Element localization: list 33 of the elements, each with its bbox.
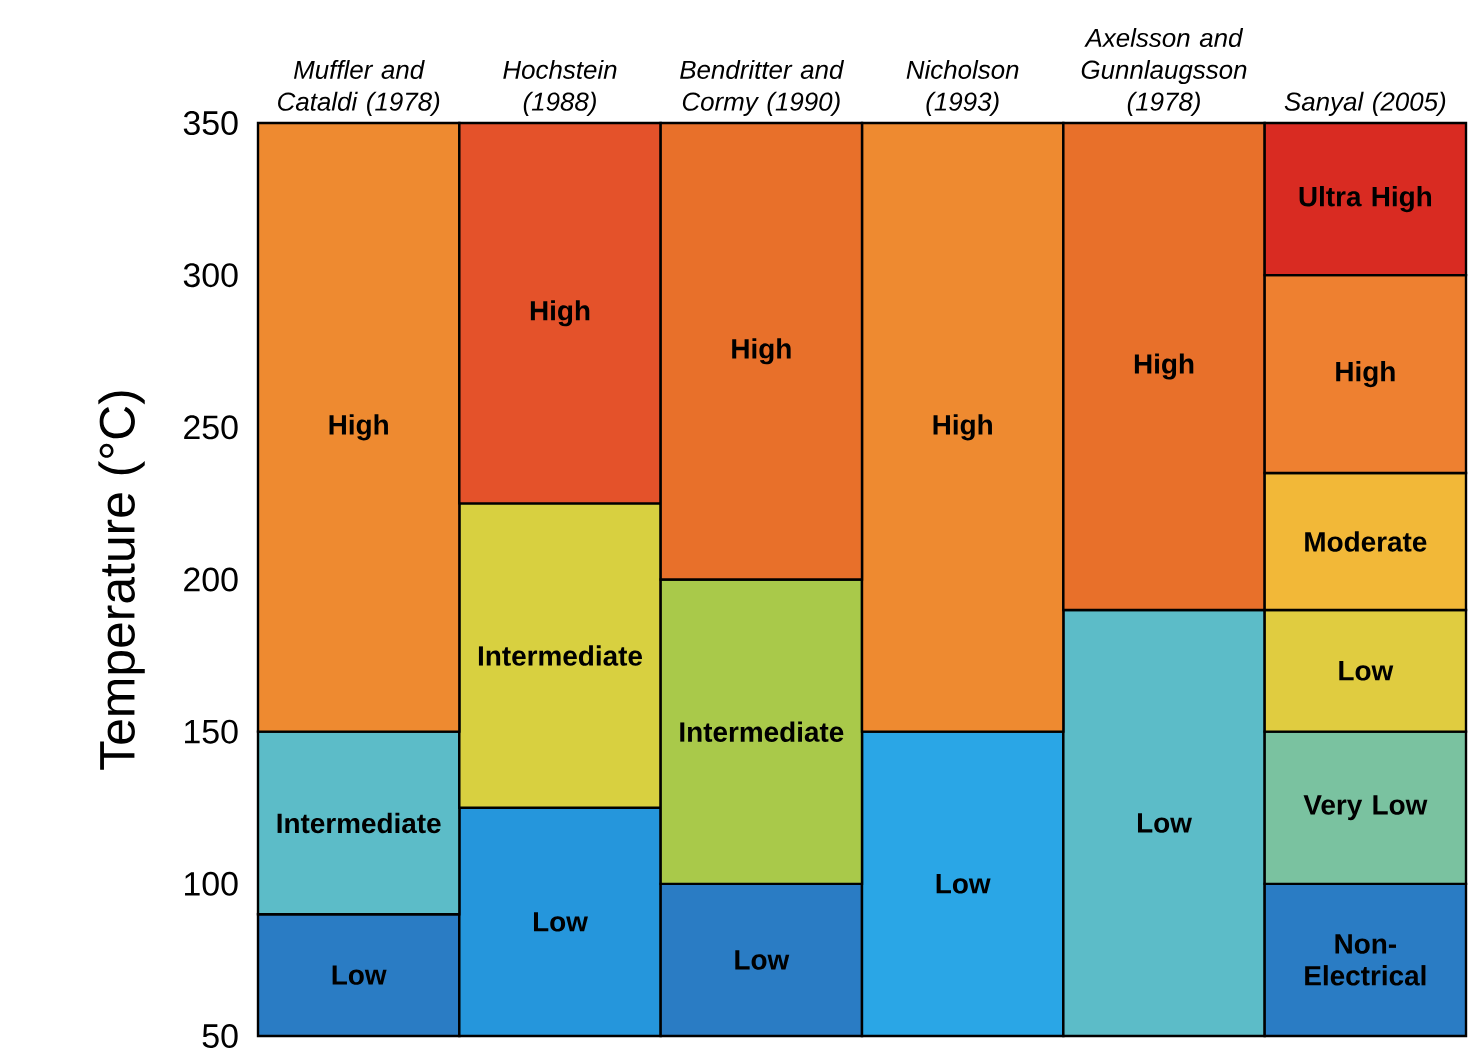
x-tick-label: Muffler and Cataldi (1978): [278, 59, 440, 116]
y-tick-label: 150: [185, 719, 238, 744]
data-label: High: [933, 414, 992, 441]
data-label: High: [1134, 353, 1194, 380]
y-tick-label: 300: [183, 263, 238, 288]
data-label: Low: [936, 874, 991, 894]
x-tick-label: Axelsson and Gunnlaugsson (1978): [1081, 28, 1247, 116]
data-label: Low: [735, 950, 790, 970]
x-tick-label: Hochstein (1988): [503, 59, 617, 116]
y-tick-label: 50: [202, 1024, 238, 1048]
data-label: Intermediate: [277, 812, 441, 834]
data-label: Moderate: [1305, 531, 1427, 552]
data-label: Low: [1137, 813, 1192, 833]
data-label: High: [530, 300, 590, 327]
y-tick-label: 250: [184, 415, 238, 440]
data-label: High: [732, 338, 791, 365]
data-label: Intermediate: [478, 645, 642, 666]
data-label: High: [1336, 361, 1395, 388]
data-label: Ultra High: [1299, 186, 1432, 213]
x-tick-label: Sanyal (2005): [1284, 91, 1446, 116]
y-tick-label: 100: [185, 871, 238, 896]
data-label: Low: [533, 912, 588, 932]
y-axis-title: Temperature (°C): [98, 391, 145, 770]
data-label: High: [329, 414, 388, 441]
y-tick-label: 350: [183, 111, 238, 135]
data-label: Non-Electrical: [1305, 934, 1426, 986]
x-tick-label: Nicholson (1993): [906, 59, 1019, 116]
data-label: Intermediate: [680, 721, 844, 742]
data-label: Very Low: [1303, 795, 1428, 821]
x-tick-label: Bendritter and Cormy (1990): [680, 59, 845, 116]
data-label: Low: [332, 965, 387, 985]
data-label: Low: [1339, 661, 1394, 681]
y-tick-label: 200: [184, 567, 238, 592]
